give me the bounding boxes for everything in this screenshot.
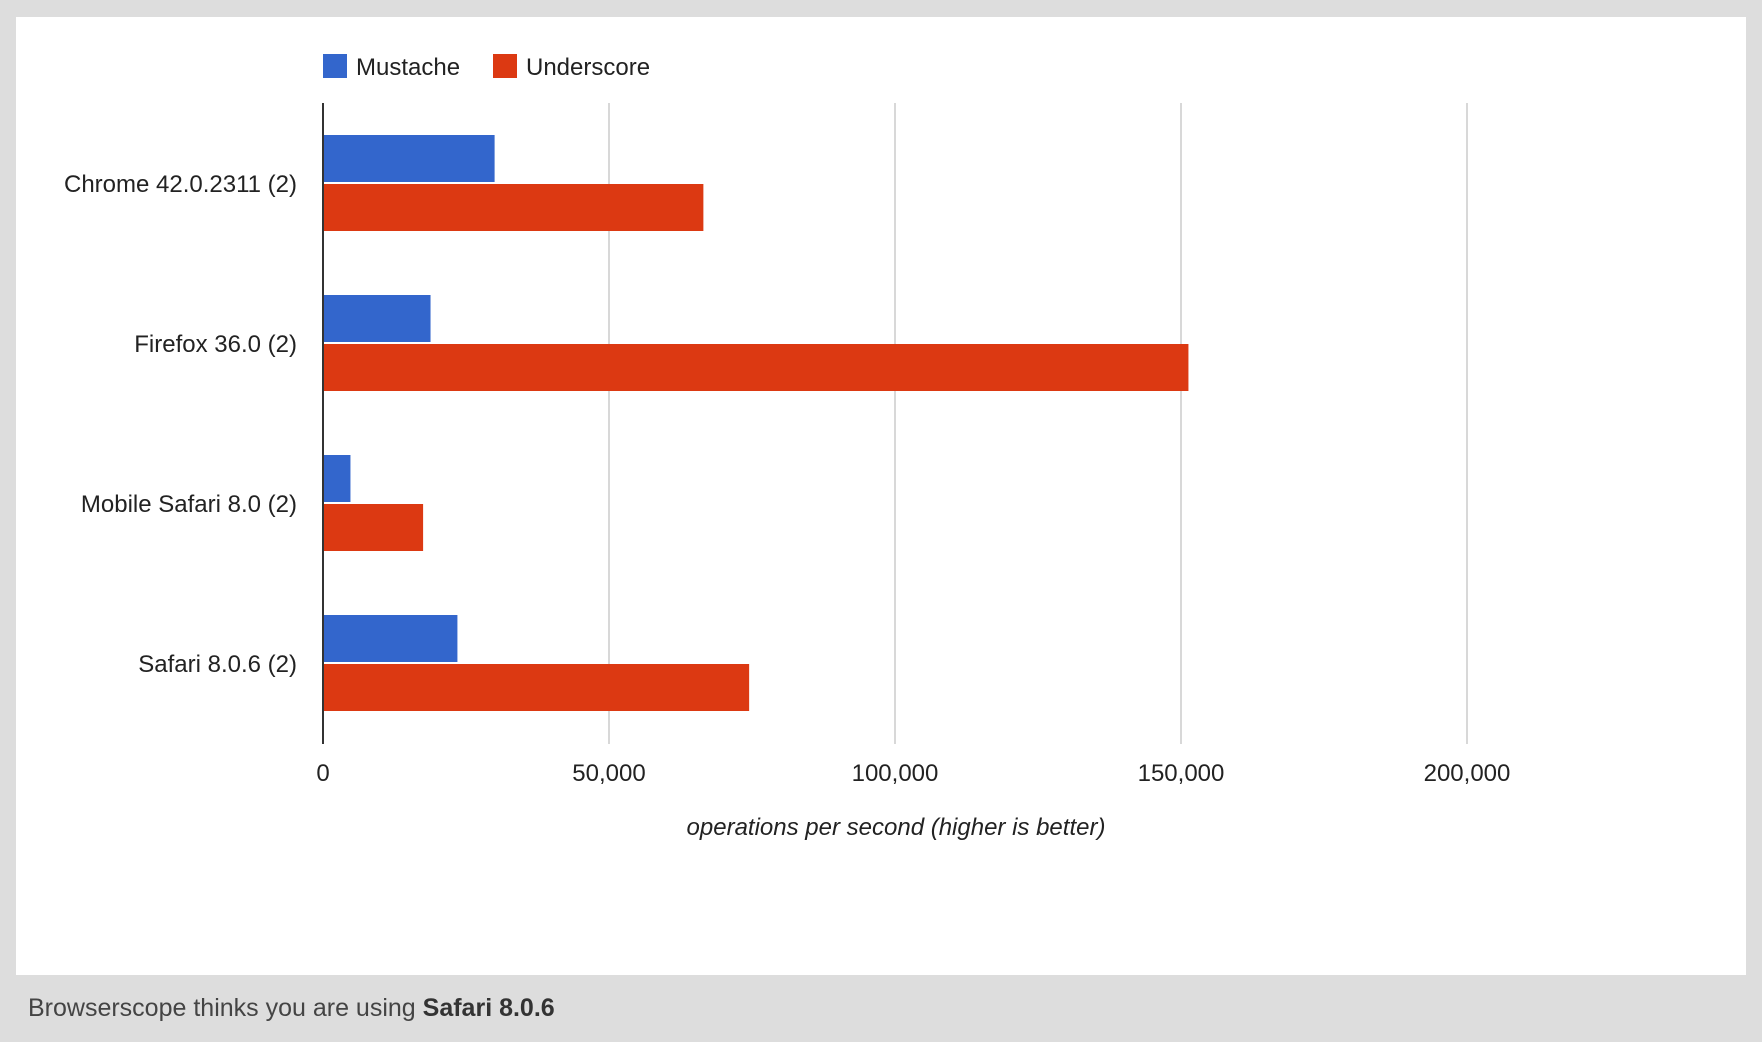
category-label: Chrome 42.0.2311 (2) <box>64 171 297 198</box>
bar-mustache <box>323 295 431 342</box>
chart-area: Chrome 42.0.2311 (2) Firefox 36.0 (2) Mobi… <box>16 17 1746 975</box>
bar-underscore <box>323 664 750 711</box>
x-tick-label: 50,000 <box>572 760 645 787</box>
detected-browser: Safari 8.0.6 <box>422 994 555 1022</box>
bar-underscore <box>323 184 704 231</box>
bar-chart: Chrome 42.0.2311 (2) Firefox 36.0 (2) Mobi… <box>64 54 1511 841</box>
x-tick-label: 150,000 <box>1138 760 1225 787</box>
bar-underscore <box>323 344 1189 391</box>
legend-label: Underscore <box>526 54 650 81</box>
footer-prefix: Browserscope thinks you are using <box>28 994 416 1022</box>
bar-mustache <box>323 455 351 502</box>
x-axis-title: operations per second (higher is better) <box>687 814 1106 841</box>
legend-swatch-mustache <box>323 54 347 78</box>
bar-mustache <box>323 615 458 662</box>
bar-underscore <box>323 504 424 551</box>
x-tick-label: 100,000 <box>852 760 939 787</box>
x-tick-label: 200,000 <box>1424 760 1511 787</box>
category-label: Mobile Safari 8.0 (2) <box>81 491 297 518</box>
bar-mustache <box>323 135 495 182</box>
legend-swatch-underscore <box>493 54 517 78</box>
x-tick-label: 0 <box>316 760 329 787</box>
category-label: Firefox 36.0 (2) <box>134 331 297 358</box>
legend-label: Mustache <box>356 54 460 81</box>
browser-detection-footer: Browserscope thinks you are using Safari… <box>28 993 555 1023</box>
category-label: Safari 8.0.6 (2) <box>138 651 297 678</box>
